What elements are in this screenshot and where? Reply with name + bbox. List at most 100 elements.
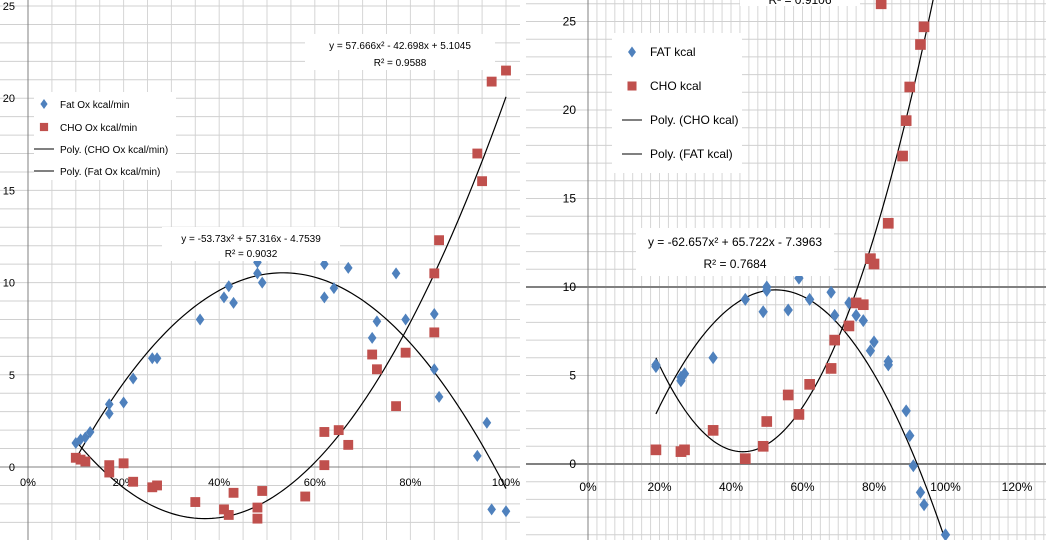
cho-data-point xyxy=(707,425,719,436)
cho-data-point xyxy=(252,502,263,513)
y-tick-label: 5 xyxy=(569,369,576,383)
cho-data-point xyxy=(904,81,916,93)
cho-data-point xyxy=(739,453,751,465)
fat-data-point xyxy=(391,267,401,280)
cho-data-point xyxy=(882,217,894,229)
legend-cho-marker xyxy=(627,81,637,91)
fat-data-point xyxy=(501,505,511,518)
cho-data-point xyxy=(219,504,229,515)
equation-label-box xyxy=(162,227,340,261)
data-points xyxy=(650,0,951,540)
legend-label: Fat Ox kcal/min xyxy=(60,100,129,111)
r-squared-text: R² = 0.7684 xyxy=(703,257,766,271)
x-tick-label: 0% xyxy=(579,480,597,494)
fat-data-point xyxy=(76,433,85,446)
fat-data-point xyxy=(152,352,162,365)
legend-box xyxy=(34,92,176,180)
fat-data-point xyxy=(343,261,353,274)
cho-data-point xyxy=(472,148,483,159)
cho-data-point xyxy=(829,334,841,346)
equation-label: R² = 0.9106 xyxy=(740,0,860,7)
fat-data-point xyxy=(195,313,205,326)
cho-data-point xyxy=(761,416,773,427)
cho-data-point xyxy=(501,65,511,76)
fat-data-point xyxy=(676,370,686,384)
x-tick-label: 60% xyxy=(790,480,814,494)
legend-label: CHO Ox kcal/min xyxy=(60,123,137,134)
fat-data-point xyxy=(229,296,238,309)
x-tick-label: 60% xyxy=(304,477,326,489)
cho-data-point xyxy=(319,460,330,471)
cho-data-point xyxy=(80,456,91,467)
cho-data-point xyxy=(333,425,344,436)
r-squared-text: R² = 0.9588 xyxy=(374,58,427,69)
fat-data-point xyxy=(883,358,893,372)
cho-data-point xyxy=(228,487,239,498)
legend-label: Poly. (CHO kcal) xyxy=(650,113,738,127)
y-tick-label: 10 xyxy=(3,278,15,290)
cho-data-point xyxy=(850,297,862,309)
cho-data-point xyxy=(118,458,129,469)
fat-data-point xyxy=(253,267,262,280)
legend-label: Poly. (Fat Ox kcal/min) xyxy=(60,167,160,178)
legend: FAT kcal CHO kcal Poly. (CHO kcal) Poly. (F… xyxy=(612,33,742,173)
fat-data-point xyxy=(679,367,690,381)
y-tick-label: 15 xyxy=(3,185,15,197)
fat-data-point xyxy=(401,313,410,326)
fat-data-point xyxy=(915,485,926,499)
equation-label: y = -53.73x² + 57.316x - 4.7539 R² = 0.90… xyxy=(162,227,340,261)
cho-data-point xyxy=(843,320,855,332)
fat-data-point xyxy=(104,407,114,420)
fat-data-point xyxy=(858,314,868,328)
cho-data-point xyxy=(319,427,330,437)
fat-data-point xyxy=(85,425,95,438)
cho-data-point xyxy=(918,21,930,33)
fat-data-point xyxy=(762,280,772,294)
x-tick-label: 80% xyxy=(399,477,421,489)
y-tick-label: 25 xyxy=(3,1,15,13)
fat-data-point xyxy=(804,292,815,306)
fat-data-point xyxy=(908,459,919,473)
fat-data-point xyxy=(147,352,157,365)
fat-data-point xyxy=(257,276,267,289)
legend-label: CHO kcal xyxy=(650,79,701,93)
fat-data-point xyxy=(119,396,128,409)
x-tick-label: 120% xyxy=(1002,480,1033,494)
data-points xyxy=(70,65,511,524)
fat-data-point xyxy=(826,285,836,299)
cho-data-point xyxy=(825,363,837,374)
cho-data-point xyxy=(104,467,115,478)
fat-data-point xyxy=(758,305,768,319)
fat-data-point xyxy=(940,528,951,540)
cho-data-point xyxy=(257,486,268,496)
cho-data-point xyxy=(343,439,354,450)
fat-data-point xyxy=(651,358,661,372)
cho-data-point xyxy=(477,176,488,187)
fat-data-point xyxy=(865,344,876,358)
legend: Fat Ox kcal/min CHO Ox kcal/min Poly. (CHO… xyxy=(34,92,176,180)
equation-label-box xyxy=(305,34,495,70)
trendline-curve xyxy=(655,289,946,540)
cho-data-point xyxy=(372,364,382,375)
x-tick-label: 100% xyxy=(930,480,961,494)
fat-data-point xyxy=(104,398,114,411)
cho-data-point xyxy=(804,379,815,390)
cho-data-point xyxy=(391,401,401,412)
fat-data-point xyxy=(429,307,439,320)
fat-data-point xyxy=(128,372,138,385)
y-tick-label: 5 xyxy=(9,370,15,382)
cho-data-point xyxy=(223,510,234,520)
fat-data-point xyxy=(320,258,329,271)
cho-data-point xyxy=(300,491,311,502)
fat-data-point xyxy=(372,315,382,328)
fat-data-point xyxy=(487,503,496,516)
fat-data-point xyxy=(905,429,915,443)
r-squared-text: R² = 0.9106 xyxy=(768,0,831,7)
x-tick-label: 40% xyxy=(208,477,230,489)
fat-data-point xyxy=(320,291,329,304)
equation-text: y = -53.73x² + 57.316x - 4.7539 xyxy=(181,234,321,245)
equation-label: y = -62.657x² + 65.722x - 7.3963 R² = 0.7… xyxy=(636,228,834,276)
